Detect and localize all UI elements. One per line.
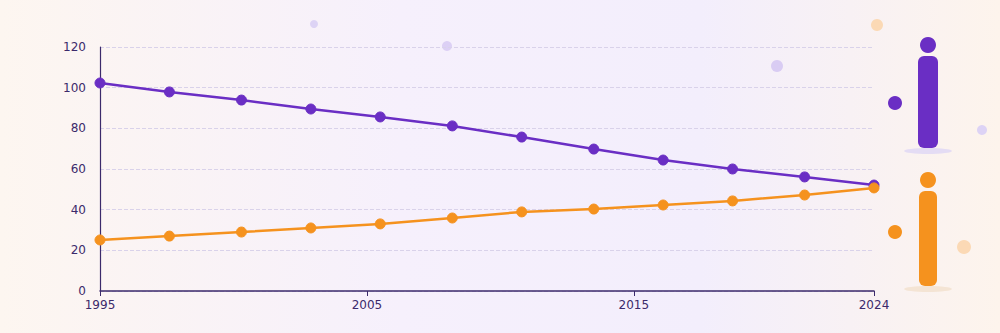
svg-text:0: 0 — [78, 284, 86, 298]
svg-text:100: 100 — [63, 81, 86, 95]
svg-text:80: 80 — [71, 121, 86, 135]
svg-text:120: 120 — [63, 40, 86, 54]
svg-text:1995: 1995 — [85, 298, 116, 312]
svg-text:20: 20 — [71, 243, 86, 257]
svg-text:2015: 2015 — [619, 298, 650, 312]
svg-text:2005: 2005 — [352, 298, 383, 312]
svg-text:60: 60 — [71, 162, 86, 176]
svg-text:40: 40 — [71, 203, 86, 217]
svg-text:2024: 2024 — [859, 298, 890, 312]
